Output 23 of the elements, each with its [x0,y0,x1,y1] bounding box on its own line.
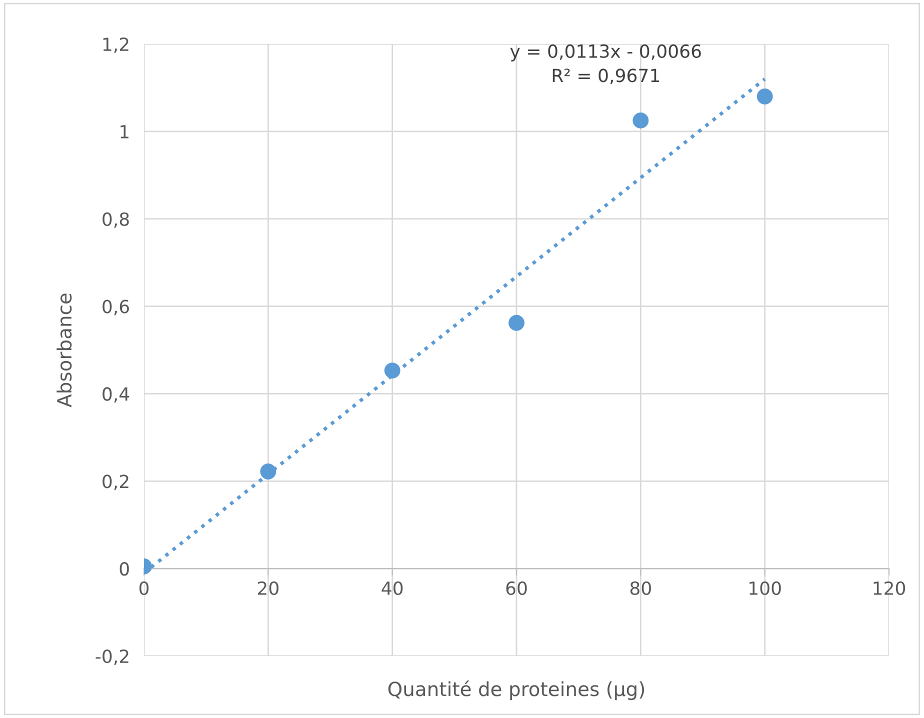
x-tick-label: 60 [506,581,527,596]
point [508,314,524,331]
point [384,362,400,379]
x-tick-label: 40 [382,581,403,596]
point [260,464,276,480]
x-tick-label: 80 [630,581,651,596]
x-tick-label: 120 [874,581,906,596]
y-tick-label: 0,4 [102,387,130,403]
y-axis-title: Absorbance [56,294,72,408]
x-axis-title: Quantité de proteines (µg) [388,680,644,700]
point [756,88,773,104]
annotation: y = 0,0113x - 0,0066 R² = 0,9671 [510,44,701,84]
y-tick-label: 0,8 [102,212,129,228]
y-tick-label: -0,2 [96,649,128,665]
point [632,112,649,128]
x-tick-label: 100 [750,581,781,596]
x-tick-label: 20 [258,581,278,596]
y-tick-label: 1 [120,125,128,138]
y-tick-label: 0,2 [102,474,128,490]
y-tick-label: 1,2 [103,37,128,53]
y-tick-label: 0 [120,562,129,576]
x-tick-label: 0 [139,581,149,596]
y-tick-label: 0,6 [102,300,129,316]
